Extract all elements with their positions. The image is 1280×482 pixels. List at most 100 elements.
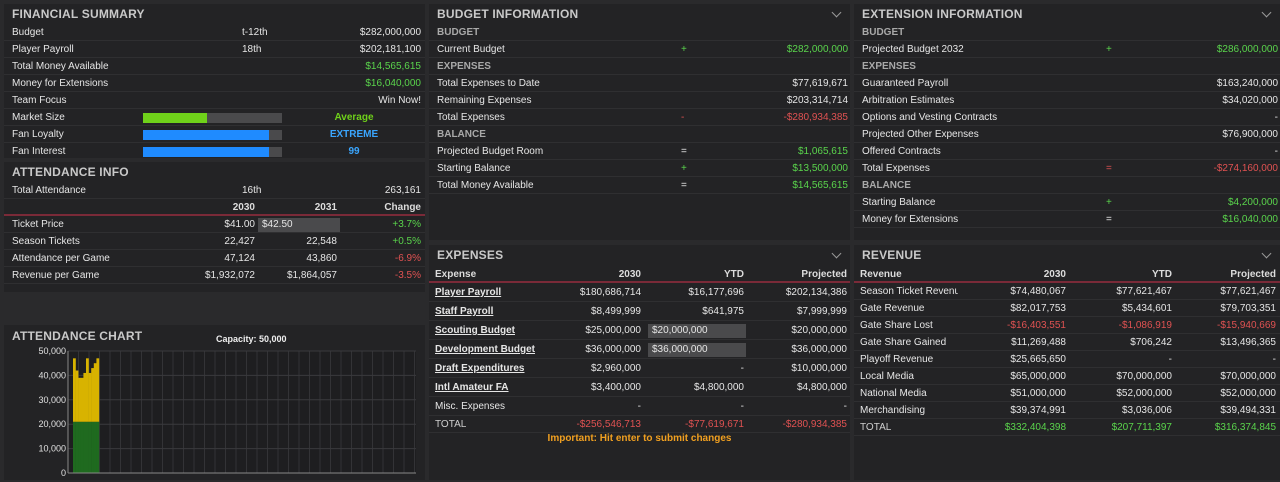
expense-ytd: $641,975: [702, 306, 744, 317]
attendance-row: Attendance per Game 47,124 43,860 -6.9%: [4, 250, 425, 267]
attendance-row-label: Attendance per Game: [12, 253, 110, 264]
revenue-name: Playoff Revenue: [860, 354, 934, 365]
chart-bar: [83, 421, 87, 473]
revenue-total-row: TOTAL $332,404,398 $207,711,397 $316,374,84…: [854, 419, 1280, 436]
revenue-projected: $79,703,351: [1220, 303, 1276, 314]
info-row-label: Offered Contracts: [862, 146, 941, 157]
expense-link[interactable]: Intl Amateur FA: [435, 382, 509, 393]
total-attendance-rank: 16th: [242, 185, 262, 196]
info-row-value: $4,200,000: [1227, 197, 1278, 208]
info-row-sign: +: [1106, 44, 1112, 55]
expense-link[interactable]: Development Budget: [435, 344, 536, 355]
expense-link[interactable]: Player Payroll: [435, 287, 502, 298]
financial-summary-row: Total Money Available $14,565,615: [4, 58, 425, 75]
expense-row: Staff Payroll $8,499,999 $641,975 $7,999,99…: [429, 302, 850, 321]
revenue-name: Merchandising: [860, 405, 926, 416]
revenue-ytd: $706,242: [1130, 337, 1172, 348]
attendance-row-2030: 47,124: [224, 253, 255, 264]
expense-projected: $36,000,000: [791, 344, 847, 355]
info-row: Total Money Available = $14,565,615: [429, 177, 850, 194]
chart-bar: [73, 358, 76, 422]
expense-name: Misc. Expenses: [435, 401, 506, 412]
info-row: Offered Contracts -: [854, 143, 1280, 160]
chevron-down-icon[interactable]: [833, 245, 840, 265]
attendance-info-title: ATTENDANCE INFO: [12, 165, 129, 179]
attendance-row: Revenue per Game $1,932,072 $1,864,057 -3.5…: [4, 267, 425, 284]
expense-link[interactable]: Draft Expenditures: [435, 363, 525, 374]
ticket-price-input[interactable]: $42.50: [258, 218, 340, 232]
chevron-down-icon[interactable]: [1263, 4, 1270, 24]
fs-row-label: Budget: [12, 27, 44, 38]
revenue-projected: $13,496,365: [1220, 337, 1276, 348]
revenue-header-row: Revenue 2030 YTD Projected: [854, 266, 1280, 283]
fs-bar-label: Market Size: [12, 112, 65, 123]
info-row: Projected Budget 2032 + $286,000,000: [854, 41, 1280, 58]
info-row: Remaining Expenses $203,314,714: [429, 92, 850, 109]
info-row-value: $76,900,000: [1222, 129, 1278, 140]
fs-row-rank: t-12th: [242, 27, 268, 38]
revenue-projected: $39,494,331: [1220, 405, 1276, 416]
expense-row: Scouting Budget $25,000,000 $20,000,000 $20…: [429, 321, 850, 340]
expense-ytd-input[interactable]: $20,000,000: [648, 324, 746, 338]
fs-row-label: Money for Extensions: [12, 78, 109, 89]
revenue-ytd: $77,621,467: [1116, 286, 1172, 297]
expense-ytd-input[interactable]: $36,000,000: [648, 343, 746, 357]
chart-bar: [75, 370, 79, 422]
expense-row: Player Payroll $180,686,714 $16,177,696 $20…: [429, 283, 850, 302]
info-row-label: Total Expenses: [862, 163, 930, 174]
chart-y-tick: 40,000: [38, 370, 66, 380]
total-attendance-value: 263,161: [384, 185, 421, 196]
expense-total-projected: -$280,934,385: [782, 419, 847, 430]
chart-y-tick: 0: [61, 468, 66, 478]
chevron-down-icon[interactable]: [1263, 245, 1270, 265]
fs-row-label: Total Money Available: [12, 61, 109, 72]
info-row: Current Budget + $282,000,000: [429, 41, 850, 58]
chart-bar: [93, 421, 97, 473]
chart-y-tick: 20,000: [38, 419, 66, 429]
expense-ytd: $16,177,696: [688, 287, 744, 298]
info-row-value: -$280,934,385: [783, 112, 848, 123]
extension-information-panel: EXTENSION INFORMATION BUDGET Projected Bu…: [854, 4, 1280, 240]
attendance-row-change: +0.5%: [392, 236, 421, 247]
chevron-down-icon[interactable]: [833, 4, 840, 24]
revenue-name: National Media: [860, 388, 927, 399]
revenue-panel: REVENUE Revenue 2030 YTD Projected Seaso…: [854, 245, 1280, 480]
attendance-row-2031: 22,548: [306, 236, 337, 247]
chart-bar: [91, 368, 94, 422]
fs-level-bar-fill: [143, 147, 270, 157]
revenue-projected: -$15,940,669: [1217, 320, 1276, 331]
fs-bar-text: 99: [348, 146, 360, 157]
revenue-2030: $11,269,488: [1011, 337, 1066, 348]
attendance-row-label: Revenue per Game: [12, 270, 100, 281]
section-header: BUDGET: [854, 24, 1280, 41]
extension-information-title: EXTENSION INFORMATION: [854, 4, 1280, 24]
info-row-label: Arbitration Estimates: [862, 95, 955, 106]
revenue-name: Season Ticket Revenue: [860, 286, 958, 297]
expense-2030: $25,000,000: [585, 325, 641, 336]
revenue-2030: $65,000,000: [1010, 371, 1066, 382]
chart-y-tick: 10,000: [38, 444, 66, 454]
chart-plot-area: [68, 351, 416, 473]
section-header: EXPENSES: [854, 58, 1280, 75]
total-attendance-label: Total Attendance: [12, 185, 86, 196]
attendance-info-panel: ATTENDANCE INFO Total Attendance 16th 26…: [4, 162, 425, 292]
revenue-ytd: $70,000,000: [1116, 371, 1172, 382]
revenue-col-name: Revenue: [860, 269, 902, 280]
expense-row: Draft Expenditures $2,960,000 - $10,000,000: [429, 359, 850, 378]
expense-2030: -: [637, 401, 641, 412]
info-row-label: Options and Vesting Contracts: [862, 112, 998, 123]
revenue-projected: $77,621,467: [1220, 286, 1276, 297]
revenue-row: Gate Share Gained $11,269,488 $706,242 $13,…: [854, 334, 1280, 351]
chart-bar: [80, 377, 84, 422]
expense-link[interactable]: Scouting Budget: [435, 325, 515, 336]
expense-total-label: TOTAL: [435, 419, 467, 430]
info-row-sign: =: [681, 180, 687, 191]
expense-total-row: TOTAL -$256,546,713 -$77,619,671 -$280,934,…: [429, 416, 850, 433]
attendance-row-2030: $41.00: [224, 219, 255, 230]
expense-link[interactable]: Staff Payroll: [435, 306, 494, 317]
financial-summary-row: Budget t-12th $282,000,000: [4, 24, 425, 41]
info-row-value: $13,500,000: [792, 163, 848, 174]
chart-bar: [73, 421, 76, 473]
section-header: EXPENSES: [429, 58, 850, 75]
info-row-value: $1,065,615: [797, 146, 848, 157]
